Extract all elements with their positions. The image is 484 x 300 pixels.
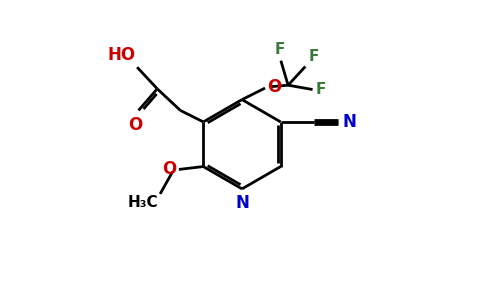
Text: F: F (316, 82, 326, 97)
Text: O: O (163, 160, 177, 178)
Text: F: F (308, 49, 318, 64)
Text: HO: HO (107, 46, 136, 64)
Text: N: N (343, 113, 356, 131)
Text: O: O (267, 78, 281, 96)
Text: H₃C: H₃C (128, 195, 159, 210)
Text: N: N (235, 194, 249, 212)
Text: F: F (274, 42, 285, 57)
Text: O: O (129, 116, 143, 134)
